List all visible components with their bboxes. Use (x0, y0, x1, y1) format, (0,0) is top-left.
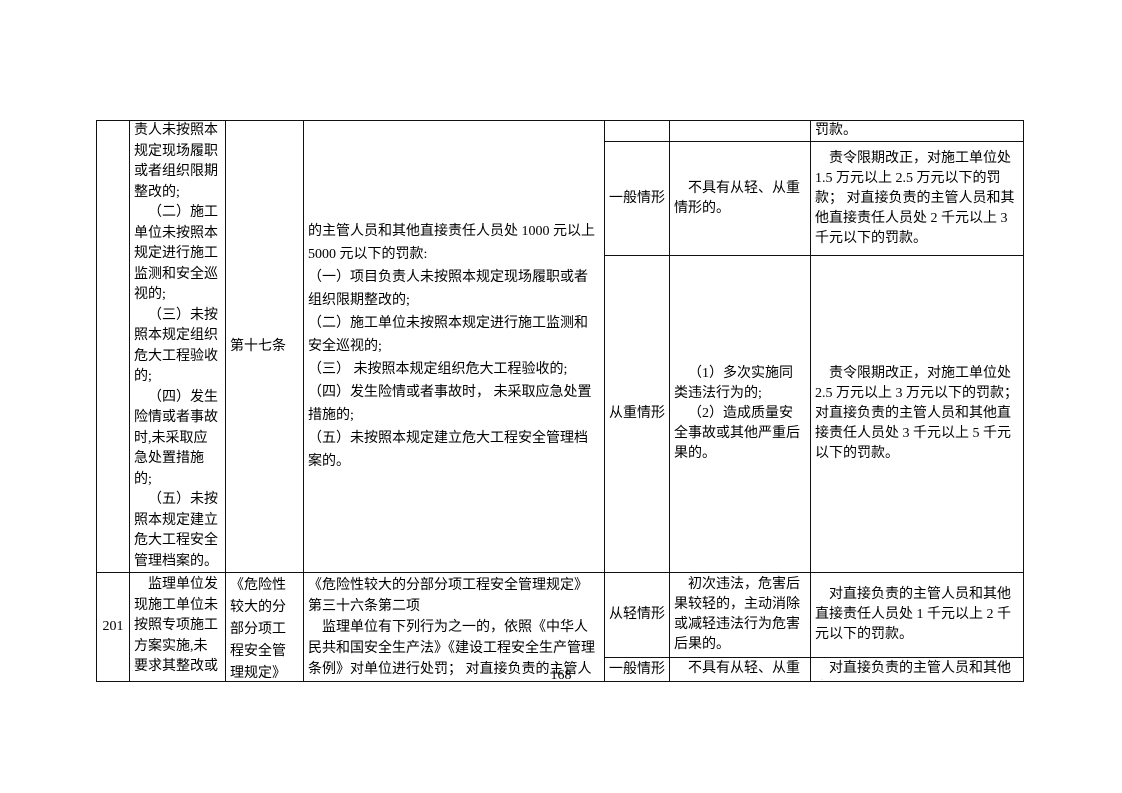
legal-basis-text: 第十七条 (230, 338, 286, 354)
violation-text: （四）发生险情或者事故时,未采取应急处置措施的; (134, 389, 218, 487)
table-row: 责人未按照本规定现场履职或者组织限期整改的; （二）施工单位未按照本规定进行施工… (96, 120, 1024, 573)
situation-label: 从轻情形 (609, 607, 665, 622)
cell-penalty-general-201: 对直接负责的主管人员和其他直 (810, 657, 1024, 682)
page-number: 168 (550, 668, 572, 683)
basis-content-text: 《危险性较大的分部分项工程安全管理规定》第三十六条第二项 (308, 578, 588, 614)
cell-criteria-general: 不具有从轻、从重情形的。 (669, 140, 811, 257)
violation-text: 监理单位发现施工单位未按照专项施工方案实施,未要求其整改或者 (134, 577, 218, 674)
basis-content-text: （四）发生险情或者事故时， 未采取应急处置措施的; (308, 385, 592, 423)
penalty-text: 对直接负责的主管人员和其他直接责任人员处 1 千元以上 2 千元以下的罚款。 (815, 587, 1011, 642)
table-row: 一般情形 不具有从轻、从重情形的。 责令限期改正，对施工单位处 1.5 万元以上… (97, 140, 1024, 257)
penalty-text: 责令限期改正，对施工单位处 1.5 万元以上 2.5 万元以下的罚款； 对直接负… (815, 150, 1015, 246)
cell-violation-201: 监理单位发现施工单位未按照专项施工方案实施,未要求其整改或者 (129, 572, 226, 682)
criteria-text: （1）多次实施同类违法行为的; (674, 366, 793, 402)
penalty-table: 责人未按照本规定现场履职或者组织限期整改的; （二）施工单位未按照本规定进行施工… (96, 120, 1024, 682)
basis-content-text: 监理单位有下列行为之一的，依照《中华人民共和国安全生产法》《建设工程安全生产管理… (308, 620, 595, 677)
situation-label: 一般情形 (609, 190, 665, 206)
basis-content-text: （一）项目负责人未按照本规定现场履职或者组织限期整改的; (308, 270, 588, 308)
criteria-text: 不具有从轻、从重情形的。 (674, 180, 800, 216)
cell-basis-content-201: 《危险性较大的分部分项工程安全管理规定》第三十六条第二项 监理单位有下列行为之一… (303, 572, 605, 682)
cell-situation-general: 一般情形 (604, 140, 670, 257)
violation-text: （二）施工单位未按照本规定进行施工监测和安全巡视的; (134, 205, 218, 302)
cell-criteria-carryover (669, 120, 811, 142)
penalty-text: 责令限期改正，对施工单位处 2.5 万元以上 3 万元以下的罚款； 对直接负责的… (815, 366, 1018, 462)
cell-criteria-general-201: 不具有从轻、从重情 (669, 657, 811, 682)
cell-violation-prev: 责人未按照本规定现场履职或者组织限期整改的; （二）施工单位未按照本规定进行施工… (129, 120, 226, 573)
cell-index-201: 201 (96, 572, 130, 682)
cell-legal-basis-201: 《危险性较大的分部分项工程安全管理规定》第十条 (225, 572, 304, 682)
criteria-text: 不具有从轻、从重情 (688, 661, 800, 676)
situation-label: 一般情形 (609, 661, 665, 677)
clipped-text-region: 《危险性较大的分部分项工程安全管理规定》第十条 (230, 575, 299, 679)
violation-text: 责人未按照本规定现场履职或者组织限期整改的; (134, 123, 218, 200)
situation-label: 从重情形 (609, 406, 665, 422)
clipped-text-region: 不具有从轻、从重情 (674, 659, 806, 680)
cell-index-prev (96, 120, 130, 573)
cell-criteria-aggravated: （1）多次实施同类违法行为的; （2）造成质量安全事故或其他严重后果的。 (669, 255, 811, 573)
basis-content-text: （三） 未按照本规定组织危大工程验收的; (308, 362, 568, 377)
basis-content-text: 的主管人员和其他直接责任人员处 1000 元以上 5000 元以下的罚款: (308, 224, 595, 262)
clipped-text-region: 《危险性较大的分部分项工程安全管理规定》第三十六条第二项 监理单位有下列行为之一… (308, 575, 600, 679)
violation-text: （五）未按照本规定建立危大工程安全管理档案的。 (134, 492, 218, 569)
clipped-text-region: 对直接负责的主管人员和其他直 (815, 659, 1019, 680)
cell-penalty-carryover: 罚款。 (810, 120, 1024, 142)
cell-situation-aggravated: 从重情形 (604, 255, 670, 573)
cell-penalty-general: 责令限期改正，对施工单位处 1.5 万元以上 2.5 万元以下的罚款； 对直接负… (810, 140, 1024, 257)
table-row: 一般情形 不具有从轻、从重情 对直接负责的主管人员和其他直 (97, 657, 1024, 682)
clipped-text-region: 监理单位发现施工单位未按照专项施工方案实施,未要求其整改或者 (134, 575, 221, 679)
record-number: 201 (102, 619, 124, 634)
violation-text: （三）未按照本规定组织危大工程验收的; (134, 307, 218, 385)
cell-penalty-mitigated: 对直接负责的主管人员和其他直接责任人员处 1 千元以上 2 千元以下的罚款。 (810, 572, 1024, 658)
table-row: 从重情形 （1）多次实施同类违法行为的; （2）造成质量安全事故或其他严重后果的… (97, 255, 1024, 573)
criteria-text: （2）造成质量安全事故或其他严重后果的。 (674, 406, 800, 462)
basis-content-text: （二）施工单位未按照本规定进行施工监测和安全巡视的; (308, 316, 588, 354)
penalty-text: 对直接负责的主管人员和其他直 (829, 661, 1011, 676)
table-row: 201 监理单位发现施工单位未按照专项施工方案实施,未要求其整改或者 《危险性较… (96, 572, 1024, 682)
legal-basis-text: 《危险性较大的分部分项工程安全管理规定》第十条 (230, 578, 286, 679)
criteria-text: 初次违法，危害后果较轻的，主动消除或减轻违法行为危害后果的。 (674, 577, 800, 652)
cell-situation-carryover (604, 120, 670, 142)
cell-legal-basis-prev: 第十七条 (225, 120, 304, 573)
cell-penalty-aggravated: 责令限期改正，对施工单位处 2.5 万元以上 3 万元以下的罚款； 对直接负责的… (810, 255, 1024, 573)
penalty-text: 罚款。 (815, 122, 857, 138)
basis-content-text: （五）未按照本规定建立危大工程安全管理档案的。 (308, 431, 588, 469)
cell-situation-mitigated: 从轻情形 (604, 572, 670, 658)
cell-criteria-mitigated: 初次违法，危害后果较轻的，主动消除或减轻违法行为危害后果的。 (669, 572, 811, 658)
cell-situation-general-201: 一般情形 (604, 657, 670, 682)
cell-basis-content-prev: 的主管人员和其他直接责任人员处 1000 元以上 5000 元以下的罚款: （一… (303, 120, 605, 573)
